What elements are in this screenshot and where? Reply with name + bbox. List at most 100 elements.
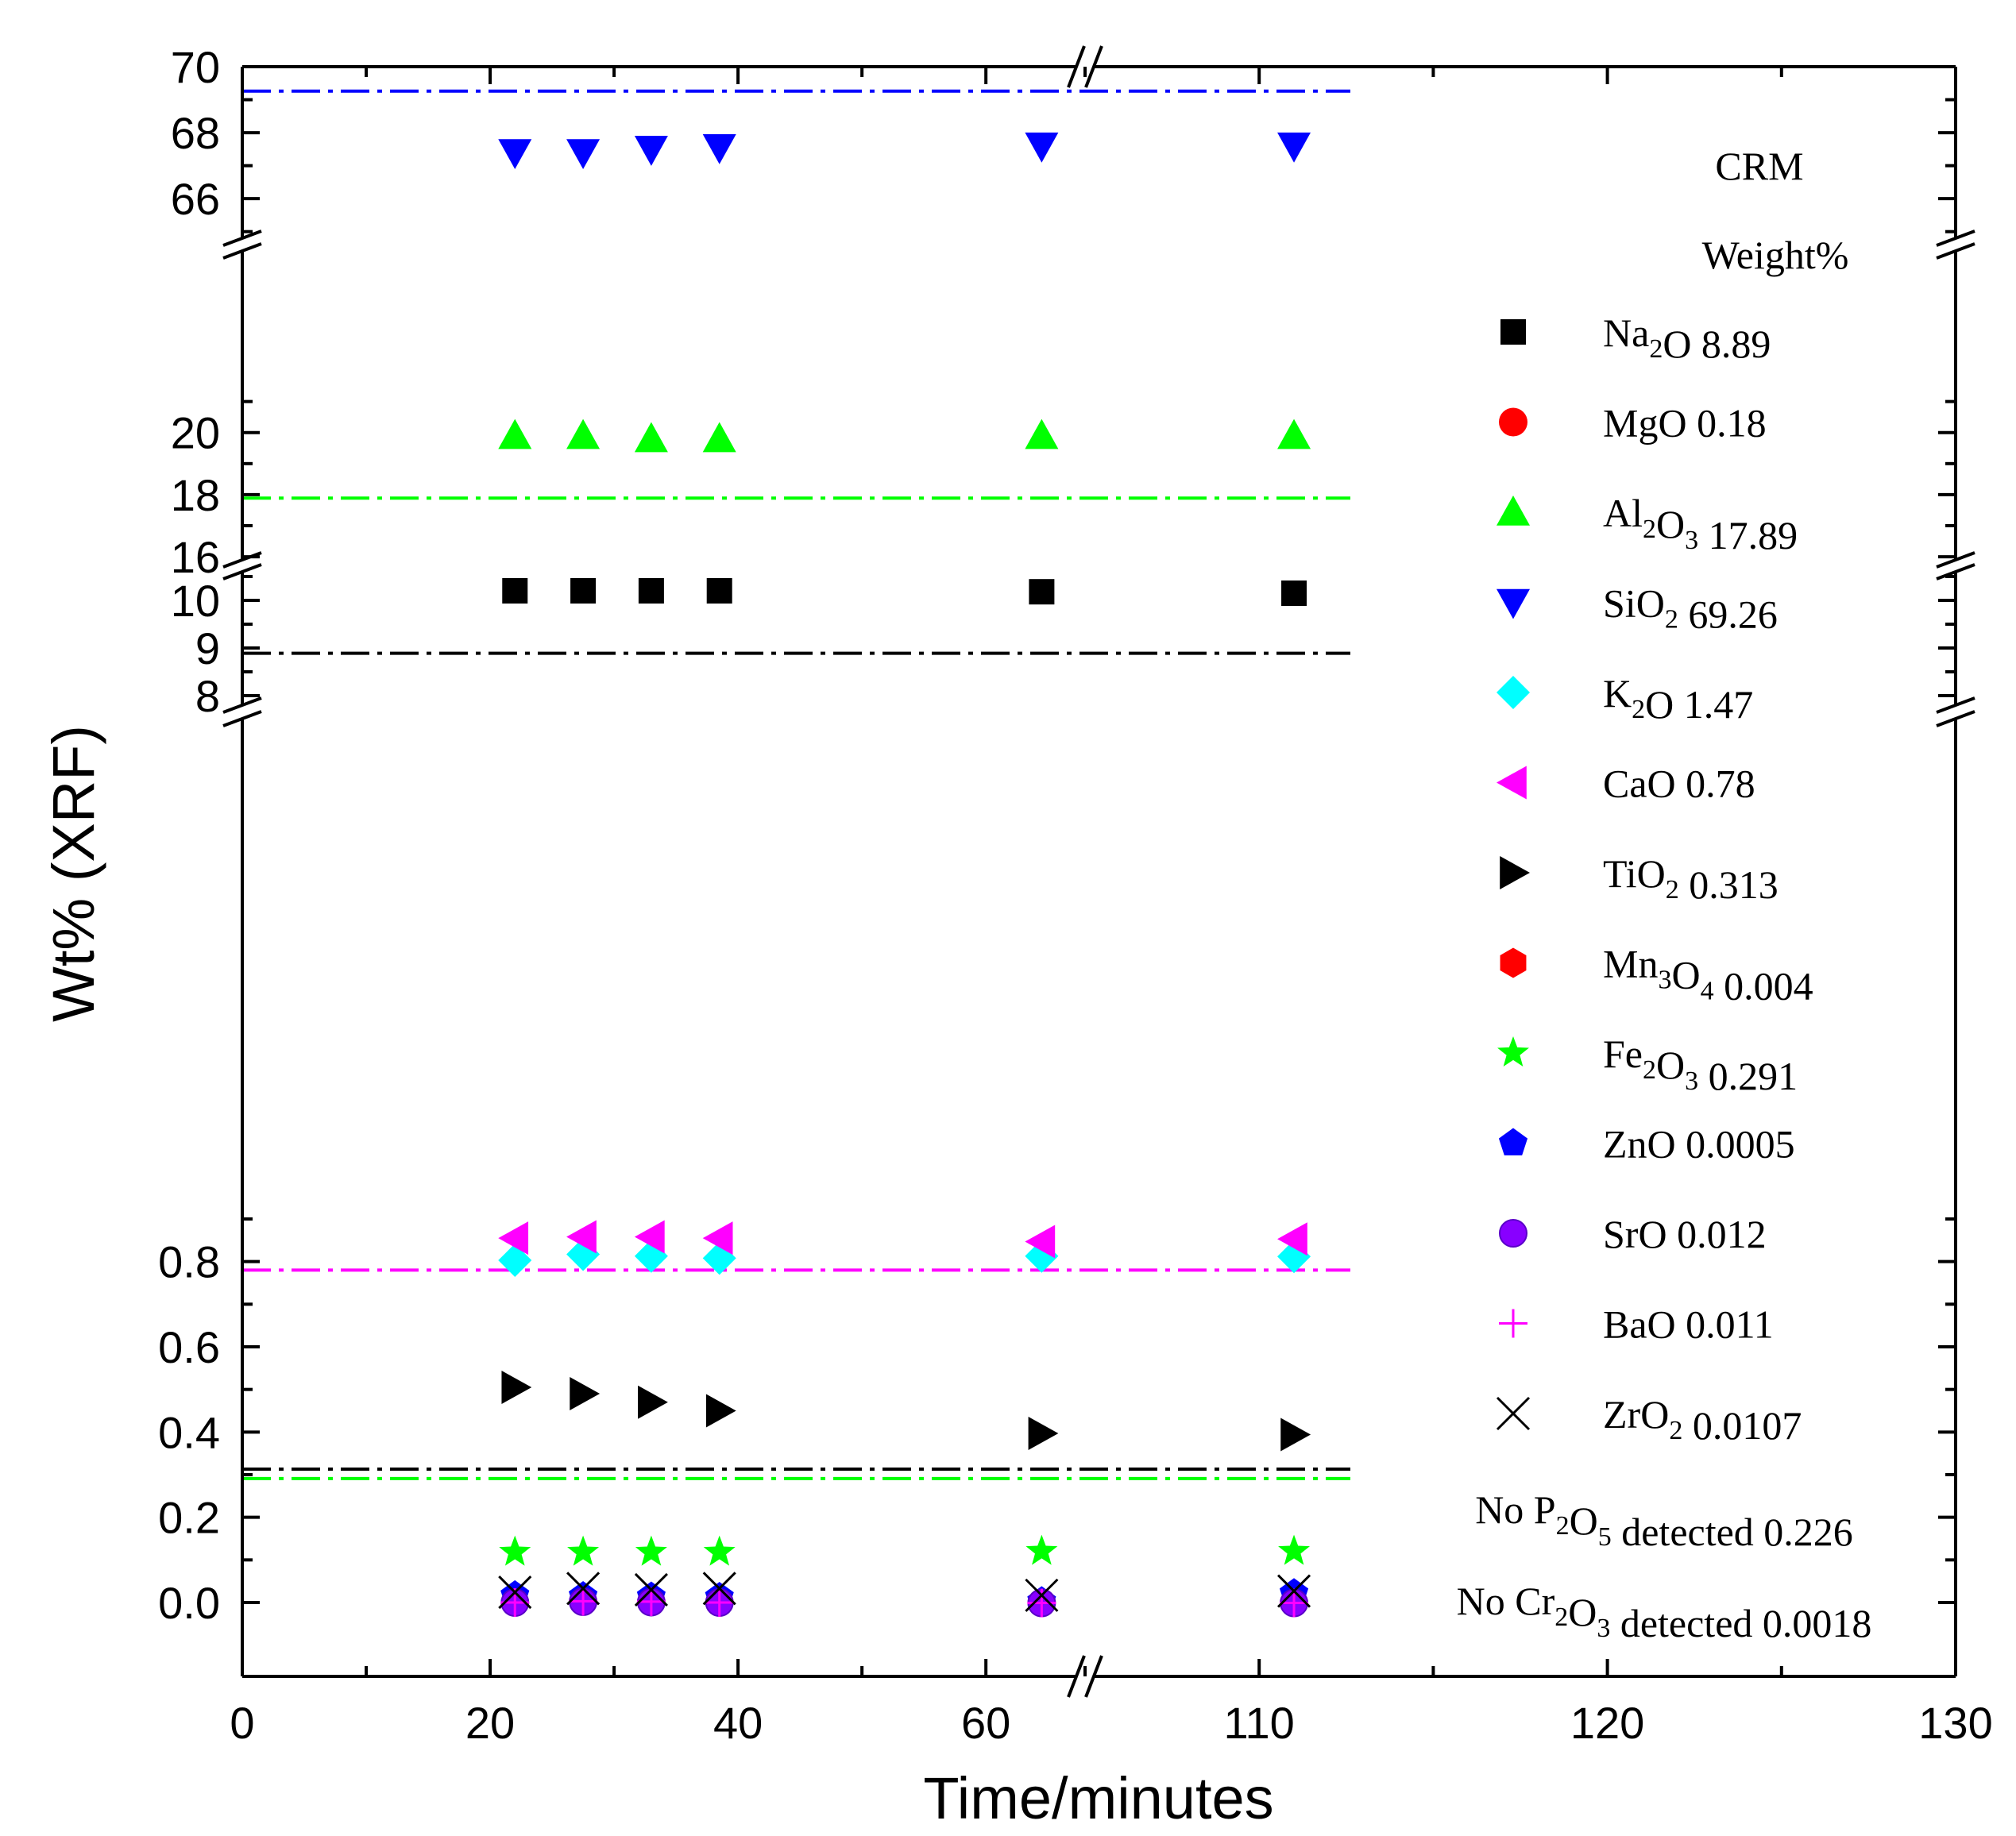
data-point-na2o — [706, 578, 732, 604]
data-point-fe2o3 — [567, 1535, 600, 1566]
data-point-fe2o3 — [1025, 1534, 1058, 1565]
legend-title-crm: CRM — [1715, 144, 1803, 188]
data-point-sio2 — [1277, 132, 1311, 163]
data-point-bao — [1027, 1588, 1056, 1618]
data-point-cao — [498, 1221, 529, 1256]
data-point-al2o3 — [566, 418, 601, 449]
data-point-sio2 — [498, 139, 532, 169]
data-point-zro2 — [1276, 1574, 1311, 1608]
x-axis-title: Time/minutes — [923, 1765, 1273, 1831]
y-tick-label: 20 — [171, 408, 220, 458]
legend-marker-na2o — [1500, 319, 1526, 345]
data-point-zro2 — [702, 1572, 736, 1606]
right-axis-break-mark-0-0 — [1936, 696, 1975, 714]
data-point-sio2 — [1025, 132, 1059, 163]
right-axis-break-mark-1-0 — [1936, 551, 1975, 569]
legend-label-mn3o4: Mn3O4 0.004 — [1603, 942, 1813, 1009]
data-point-zro2 — [1025, 1578, 1059, 1612]
legend-marker-al2o3 — [1497, 496, 1530, 526]
right-axis-break-mark-2-1 — [1936, 242, 1975, 260]
data-point-bao — [636, 1587, 666, 1616]
data-point-al2o3 — [1277, 418, 1311, 449]
y-tick-label: 9 — [195, 623, 220, 673]
left-axis-break-mark-1-1 — [222, 563, 262, 580]
legend-label-na2o: Na2O 8.89 — [1603, 310, 1771, 366]
data-point-tio2 — [1028, 1416, 1059, 1450]
legend-note-1: No Cr2O3 detected 0.0018 — [1457, 1579, 1872, 1645]
y-tick-label: 16 — [171, 532, 220, 582]
x-tick-label: 40 — [713, 1698, 763, 1748]
data-point-tio2 — [570, 1377, 601, 1411]
data-point-na2o — [1281, 580, 1307, 606]
x-tick-label: 20 — [465, 1698, 515, 1748]
legend-label-fe2o3: Fe2O3 0.291 — [1603, 1032, 1798, 1098]
legend-marker-k2o — [1497, 676, 1530, 709]
right-axis-break-mark-0-1 — [1936, 710, 1975, 727]
data-point-na2o — [1029, 579, 1055, 605]
y-tick-label: 68 — [171, 108, 220, 158]
data-point-al2o3 — [498, 418, 532, 449]
y-tick-label: 8 — [195, 671, 220, 721]
legend-marker-bao — [1499, 1309, 1527, 1338]
data-point-sio2 — [702, 133, 736, 164]
data-point-bao — [569, 1587, 598, 1616]
y-tick-label: 70 — [171, 42, 220, 92]
y-axis-title: Wt% (XRF) — [41, 725, 106, 1022]
legend: CRM Weight% Na2O 8.89 MgO 0.18 Al2O3 17.89 Si… — [1457, 144, 1872, 1645]
data-point-bao — [705, 1588, 734, 1617]
data-point-cao — [702, 1221, 733, 1256]
data-point-na2o — [638, 578, 664, 604]
legend-label-sio2: SiO2 69.26 — [1603, 581, 1778, 637]
legend-note-0: No P2O5 detected 0.226 — [1475, 1487, 1853, 1554]
data-point-al2o3 — [634, 422, 668, 453]
left-axis-break-mark-1-0 — [222, 551, 262, 569]
data-point-zro2 — [566, 1572, 601, 1606]
data-point-fe2o3 — [635, 1535, 667, 1566]
axis-titles: Time/minutes Wt% (XRF) — [41, 725, 1274, 1831]
data-point-fe2o3 — [499, 1535, 531, 1566]
data-point-cao — [1277, 1222, 1307, 1256]
legend-label-mgo: MgO 0.18 — [1603, 401, 1767, 446]
right-axis-break-mark-2-0 — [1936, 230, 1975, 247]
legend-marker-sio2 — [1497, 588, 1530, 619]
legend-label-cao: CaO 0.78 — [1603, 762, 1755, 806]
legend-marker-zno — [1498, 1128, 1528, 1155]
y-tick-label: 66 — [171, 174, 220, 224]
legend-label-zro2: ZrO2 0.0107 — [1603, 1392, 1802, 1448]
data-point-zro2 — [498, 1576, 532, 1610]
data-point-zro2 — [634, 1572, 668, 1606]
left-axis-break-mark-2-0 — [222, 230, 262, 247]
x-tick-label: 120 — [1570, 1698, 1644, 1748]
data-point-cao — [634, 1220, 665, 1254]
left-axis-break-mark-2-1 — [222, 242, 262, 260]
y-tick-label: 0.8 — [158, 1237, 220, 1287]
y-tick-label: 18 — [171, 470, 220, 520]
y-tick-label: 0.0 — [158, 1578, 220, 1628]
bottom-axis-break-mark-1 — [1084, 1655, 1103, 1698]
legend-title-weight: Weight% — [1702, 233, 1849, 277]
data-point-sio2 — [566, 139, 601, 169]
bottom-axis-break-mark-0 — [1067, 1655, 1086, 1698]
y-tick-label: 0.4 — [158, 1407, 220, 1457]
y-tick-label: 10 — [171, 576, 220, 626]
x-tick-label: 110 — [1224, 1698, 1295, 1748]
data-point-tio2 — [501, 1370, 532, 1404]
legend-marker-tio2 — [1500, 856, 1530, 889]
data-point-na2o — [502, 578, 528, 604]
left-axis-break-mark-0-1 — [222, 710, 262, 727]
data-point-cao — [566, 1220, 597, 1254]
legend-marker-mgo — [1499, 407, 1527, 437]
data-point-fe2o3 — [1278, 1534, 1311, 1565]
data-points — [498, 132, 1311, 1618]
legend-label-tio2: TiO2 0.313 — [1603, 851, 1778, 907]
reference-lines — [242, 89, 1350, 1480]
data-point-sio2 — [634, 136, 668, 166]
x-tick-label: 60 — [961, 1698, 1010, 1748]
data-point-tio2 — [638, 1385, 668, 1419]
x-tick-label: 0 — [230, 1698, 254, 1748]
y-tick-label: 0.6 — [158, 1322, 220, 1372]
data-point-bao — [1280, 1588, 1309, 1618]
top-axis-break-mark-1 — [1084, 45, 1103, 88]
